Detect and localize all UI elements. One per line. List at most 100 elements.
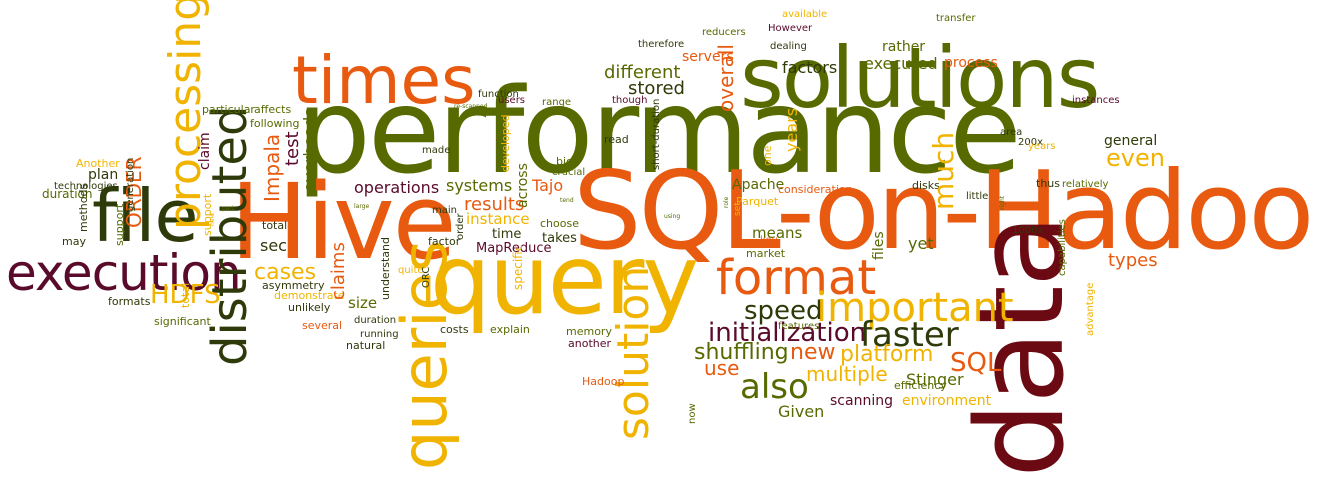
word-another: Another bbox=[76, 157, 120, 170]
word-across: across bbox=[515, 163, 531, 208]
word-total: support bbox=[113, 203, 126, 246]
word-features: features bbox=[778, 321, 820, 332]
word-memory: memory bbox=[566, 325, 612, 338]
word-query: query bbox=[430, 224, 699, 336]
word-re-scanned: re-scanned bbox=[454, 103, 488, 110]
word-execution: execution bbox=[6, 244, 242, 302]
word-tend: part bbox=[222, 205, 235, 212]
word-held: set bbox=[733, 202, 743, 216]
word-using: large bbox=[354, 203, 370, 210]
word-process: process bbox=[944, 55, 998, 71]
word-multiple: multiple bbox=[806, 362, 888, 386]
word-supports: supports bbox=[484, 107, 511, 114]
word-now: quite bbox=[398, 265, 424, 276]
word-reducers: reducers bbox=[702, 27, 746, 38]
word-executed: executed bbox=[864, 54, 938, 73]
word-dealing: dealing bbox=[770, 41, 807, 52]
word-files: files bbox=[871, 231, 887, 260]
word-following: following bbox=[250, 117, 300, 130]
word-demonstrate: total bbox=[179, 282, 192, 308]
word-specific: demonstrate bbox=[274, 289, 345, 302]
word-plan: plan bbox=[88, 167, 119, 183]
word-duration: duration bbox=[354, 315, 397, 326]
word-performance: performance bbox=[296, 62, 1022, 200]
word-operations: operations bbox=[354, 178, 440, 197]
word-different: different bbox=[604, 62, 681, 83]
word-short-duration: now bbox=[687, 403, 698, 424]
word-read: read bbox=[604, 133, 629, 146]
word-cases: cases bbox=[254, 260, 317, 285]
word-relatively: relatively bbox=[1062, 179, 1109, 190]
word-sql: SQL bbox=[950, 348, 1002, 378]
word-therefore: therefore bbox=[638, 39, 685, 50]
word-size: size bbox=[348, 294, 378, 312]
word-part: one bbox=[761, 145, 774, 166]
word-range: range bbox=[542, 97, 572, 108]
word-sql-on-hadoop: SQL-on-Hadoop bbox=[573, 149, 1317, 274]
word-formats: formats bbox=[108, 295, 151, 308]
word-solutions: solutions bbox=[740, 29, 1100, 127]
word-solution-small: duration bbox=[42, 187, 93, 201]
word-affects: affects bbox=[254, 103, 292, 116]
word-200x: 200x bbox=[1018, 137, 1044, 148]
word-claims: claims bbox=[328, 242, 349, 300]
word-transfer: transfer bbox=[936, 13, 976, 24]
word-disks: disks bbox=[912, 179, 940, 192]
word-consequently: right bbox=[999, 195, 1006, 210]
word-also: also bbox=[740, 367, 809, 407]
word-factor: factor bbox=[428, 235, 461, 248]
word-hdfs: HDFS bbox=[150, 280, 221, 310]
word-big: big bbox=[556, 155, 574, 168]
word-given: Given bbox=[778, 402, 825, 421]
word-several: several bbox=[302, 319, 343, 332]
word-results: results bbox=[464, 194, 525, 215]
word-claim: claim bbox=[197, 132, 213, 170]
word-stored: stored bbox=[628, 78, 685, 99]
word-processing: format bbox=[716, 250, 877, 306]
word-users: users bbox=[498, 95, 526, 106]
word-generation: generation bbox=[125, 157, 136, 212]
word-instance: instance bbox=[466, 210, 530, 228]
word-another2: another bbox=[568, 337, 612, 350]
word-shuffling: shuffling bbox=[694, 340, 789, 365]
word-stinger: Stinger bbox=[906, 370, 964, 389]
word-much: much bbox=[927, 131, 960, 210]
word-parquet: Parquet bbox=[736, 195, 779, 208]
word-function: function bbox=[478, 89, 519, 100]
word-file: file bbox=[92, 174, 199, 258]
word-one: years bbox=[1028, 141, 1056, 152]
word-takes: takes bbox=[542, 231, 577, 246]
word-main: main bbox=[432, 205, 457, 216]
word-made: made bbox=[422, 145, 451, 156]
word-scanning: scanning bbox=[830, 393, 893, 409]
word-little: little bbox=[966, 191, 989, 202]
word-set: short-duration bbox=[651, 98, 662, 170]
word-capabilities: capabilities bbox=[1057, 219, 1068, 276]
word-market: market bbox=[746, 247, 786, 260]
word-platform: platform bbox=[840, 342, 934, 367]
word-tajo: Tajo bbox=[532, 176, 564, 195]
word-impala: Impala bbox=[260, 133, 284, 202]
word-solution: solution bbox=[608, 265, 659, 440]
word-new: new bbox=[790, 340, 836, 365]
word-available: available bbox=[782, 9, 828, 20]
word-mapreduce: MapReduce bbox=[476, 241, 552, 256]
word-important: important bbox=[816, 285, 1014, 331]
word-speed: speed bbox=[744, 296, 823, 326]
word-thus: thus bbox=[1036, 177, 1060, 190]
word-methods: methods bbox=[77, 183, 90, 232]
word-right: held bbox=[209, 213, 216, 226]
word-hive: Hive bbox=[230, 161, 457, 283]
word-environment: environment bbox=[902, 393, 992, 409]
word-time: time bbox=[492, 227, 522, 242]
word-overheads: overheads bbox=[300, 108, 319, 192]
word-advantage: advantage bbox=[1085, 282, 1096, 336]
word-yet: yet bbox=[908, 234, 934, 253]
word-rather: rather bbox=[882, 39, 926, 55]
word-initialization: initialization bbox=[708, 318, 867, 348]
word-apache: Apache bbox=[732, 177, 785, 193]
word-faster: faster bbox=[860, 315, 959, 355]
word-area: area bbox=[1000, 127, 1023, 138]
word-types: types bbox=[1108, 250, 1158, 271]
